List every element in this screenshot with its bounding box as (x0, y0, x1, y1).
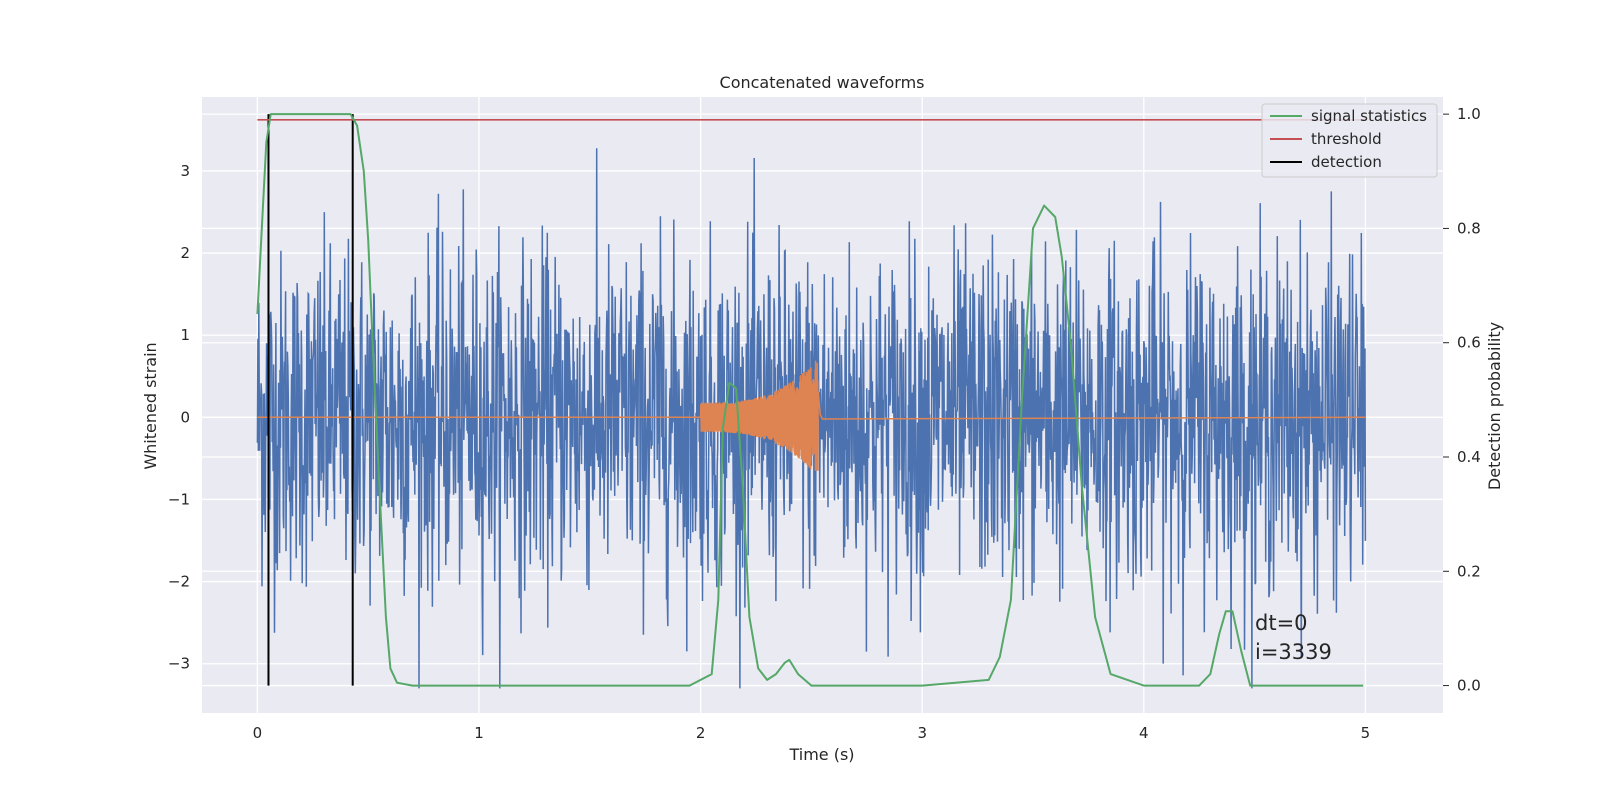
y-tick-label: 3 (180, 162, 190, 180)
x-tick-label: 3 (917, 724, 927, 742)
chart-title: Concatenated waveforms (720, 73, 925, 92)
series-signal-statistics (256, 113, 1364, 687)
legend: signal statistics threshold detection (1261, 103, 1438, 178)
legend-frame (1261, 103, 1438, 178)
x-tick-label: 5 (1361, 724, 1371, 742)
y-axis-right-label: Detection probability (1485, 322, 1504, 490)
legend-label-detection: detection (1311, 153, 1382, 171)
series-waveform (257, 360, 1366, 471)
x-tick-label: 4 (1139, 724, 1149, 742)
y-right-tick-label: 0.2 (1457, 562, 1481, 580)
y-right-tick-label: 0.4 (1457, 448, 1481, 466)
y-tick-label: −2 (168, 573, 190, 591)
y-tick-label: 1 (180, 326, 190, 344)
annotation-dt: dt=0 (1255, 611, 1308, 635)
x-axis-label: Time (s) (788, 745, 854, 764)
y-tick-label: 0 (180, 408, 190, 426)
y-right-tick-label: 0.0 (1457, 677, 1481, 695)
y-right-tick-label: 0.8 (1457, 219, 1481, 237)
y-right-tick-label: 0.6 (1457, 334, 1481, 352)
signal-statistics-line (256, 113, 1364, 687)
x-tick-label: 0 (253, 724, 263, 742)
waveform-line (257, 360, 1366, 471)
y-tick-label: −3 (168, 655, 190, 673)
y-axis-left-ticks: −3 −2 −1 0 1 2 3 (168, 162, 190, 673)
y-axis-label: Whitened strain (141, 342, 160, 469)
legend-label-threshold: threshold (1311, 130, 1382, 148)
annotation-index: i=3339 (1255, 640, 1332, 664)
y-tick-label: 2 (180, 244, 190, 262)
x-tick-label: 2 (696, 724, 706, 742)
legend-label-signal-statistics: signal statistics (1311, 107, 1427, 125)
series-detection (267, 114, 354, 686)
y-tick-label: −1 (168, 490, 190, 508)
y-right-tick-label: 1.0 (1457, 105, 1481, 123)
x-tick-label: 1 (474, 724, 484, 742)
y-axis-right-ticks: 0.0 0.2 0.4 0.6 0.8 1.0 (1443, 105, 1481, 695)
x-axis-ticks: 0 1 2 3 4 5 (253, 724, 1371, 742)
